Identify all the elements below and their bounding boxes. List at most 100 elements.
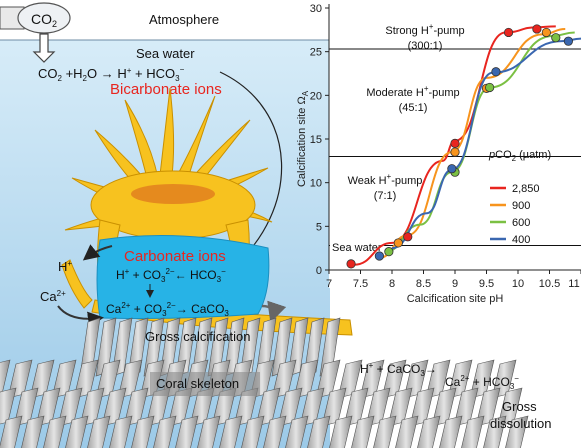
atmosphere-label: Atmosphere	[149, 12, 219, 27]
y-tick-label: 15	[310, 134, 322, 146]
data-point	[384, 247, 394, 257]
new-skeleton-layer	[79, 317, 341, 377]
skeleton-plate	[197, 415, 221, 448]
skeleton-plate	[43, 415, 67, 448]
co2-canister: CO2	[0, 2, 71, 34]
co2-can-text: CO	[31, 11, 52, 27]
x-tick-label: 11	[568, 278, 579, 290]
skeleton-plate	[329, 415, 353, 448]
data-point	[447, 164, 457, 174]
equation-calcification: Ca2+ + CO32−→ CaCO3	[106, 301, 229, 318]
x-axis-label: Calcification site pH	[407, 293, 504, 305]
regime-label: Sea water	[332, 242, 382, 254]
x-tick-label: 10	[512, 278, 524, 290]
y-tick-label: 30	[310, 3, 322, 15]
y-tick-label: 25	[310, 47, 322, 59]
coral-skeleton-label: Coral skeleton	[156, 376, 239, 391]
co2-can-sub: 2	[52, 19, 57, 29]
data-point	[541, 27, 551, 38]
deposition-arrow	[261, 300, 287, 323]
data-point	[393, 238, 403, 248]
data-point	[491, 67, 501, 77]
h-plus-export-arrow	[82, 244, 113, 261]
skeleton-plate	[263, 415, 287, 448]
skeleton-plate	[241, 415, 265, 448]
regime-ratio-label: (45:1)	[399, 102, 428, 114]
data-point	[563, 36, 574, 46]
x-tick-label: 7.5	[353, 278, 368, 290]
skeleton-plate	[439, 415, 463, 448]
chart: Strong H+-pump (300:1) Moderate H+-pump (45…	[296, 0, 581, 305]
skeleton-plate	[461, 415, 485, 448]
data-point	[346, 259, 356, 269]
skeleton-plate	[395, 415, 419, 448]
legend-title: pCO2 (µatm)	[488, 149, 551, 163]
x-tick-label: 9	[452, 278, 458, 290]
skeleton-plate	[303, 317, 325, 377]
x-tick-label: 9.5	[479, 278, 494, 290]
skeleton-plate	[21, 415, 45, 448]
coral-skeleton	[0, 359, 529, 448]
data-point	[403, 232, 413, 242]
sea-water-label: Sea water	[136, 46, 195, 61]
y-tick-label: 5	[316, 221, 322, 233]
data-point	[532, 24, 542, 34]
polyp-mouth	[131, 184, 215, 204]
skeleton-plate	[87, 415, 111, 448]
legend-entry: 600	[512, 217, 530, 229]
y-axis-label: Calcification site ΩA	[296, 90, 310, 187]
carbonate-ions-label: Carbonate ions	[124, 248, 226, 265]
skeleton-plate	[0, 415, 23, 448]
data-point	[450, 138, 460, 148]
data-point	[374, 251, 384, 261]
regime-label: Strong H+-pump	[385, 22, 464, 37]
skeleton-plate	[109, 415, 133, 448]
series-line	[391, 37, 581, 250]
x-tick-label: 8.5	[416, 278, 431, 290]
sea-water-label-bg	[330, 240, 384, 254]
bicarbonate-transport-arrow	[219, 71, 283, 270]
skeleton-plate	[307, 415, 331, 448]
equation-co2-dissolution: CO2 +H2O → H+ + HCO3−	[38, 65, 185, 83]
y-tick-label: 0	[316, 265, 322, 277]
skeleton-plate	[153, 415, 177, 448]
legend-entry: 900	[512, 200, 530, 212]
regime-ratio-label: (300:1)	[408, 40, 443, 52]
x-tick-label: 10.5	[539, 278, 560, 290]
data-point	[551, 33, 561, 43]
gross-dissolution-label-2: dissolution	[490, 416, 551, 431]
calcifying-fluid	[96, 235, 270, 319]
data-point	[485, 82, 495, 93]
legend-entry: 2,850	[512, 183, 540, 195]
calcium-import-arrow	[57, 305, 104, 328]
skeleton-plate	[483, 415, 507, 448]
skeleton-plate	[175, 415, 199, 448]
regime-ratio-label: (7:1)	[374, 190, 397, 202]
skeleton-plate	[131, 415, 155, 448]
gross-dissolution-label-1: Gross	[502, 399, 537, 414]
skeleton-plate	[505, 415, 529, 448]
skeleton-plate	[65, 415, 89, 448]
calcium-label: Ca2+	[40, 289, 66, 304]
skeleton-plate	[417, 415, 441, 448]
data-point	[450, 147, 460, 157]
skeleton-plate	[285, 415, 309, 448]
y-tick-label: 20	[310, 90, 322, 102]
svg-text:CO2: CO2	[31, 11, 57, 29]
skeleton-plate	[127, 317, 149, 377]
regime-label: Moderate H+-pump	[366, 84, 459, 99]
x-tick-label: 7	[326, 278, 332, 290]
data-point	[503, 27, 514, 38]
equation-bicarbonate-split: H+ + CO32−← HCO3−	[116, 267, 226, 284]
coral-skeleton-label-bg	[150, 372, 260, 396]
legend-entry: 400	[512, 234, 530, 246]
skeleton-plate	[373, 415, 397, 448]
x-tick-label: 8	[389, 278, 395, 290]
h-plus-label: H+	[58, 259, 72, 274]
co2-dissolve-arrow	[32, 33, 56, 63]
skeleton-plate	[219, 415, 243, 448]
gross-calcification-label: Gross calcification	[145, 329, 250, 344]
regime-label: Weak H+-pump	[348, 172, 423, 187]
